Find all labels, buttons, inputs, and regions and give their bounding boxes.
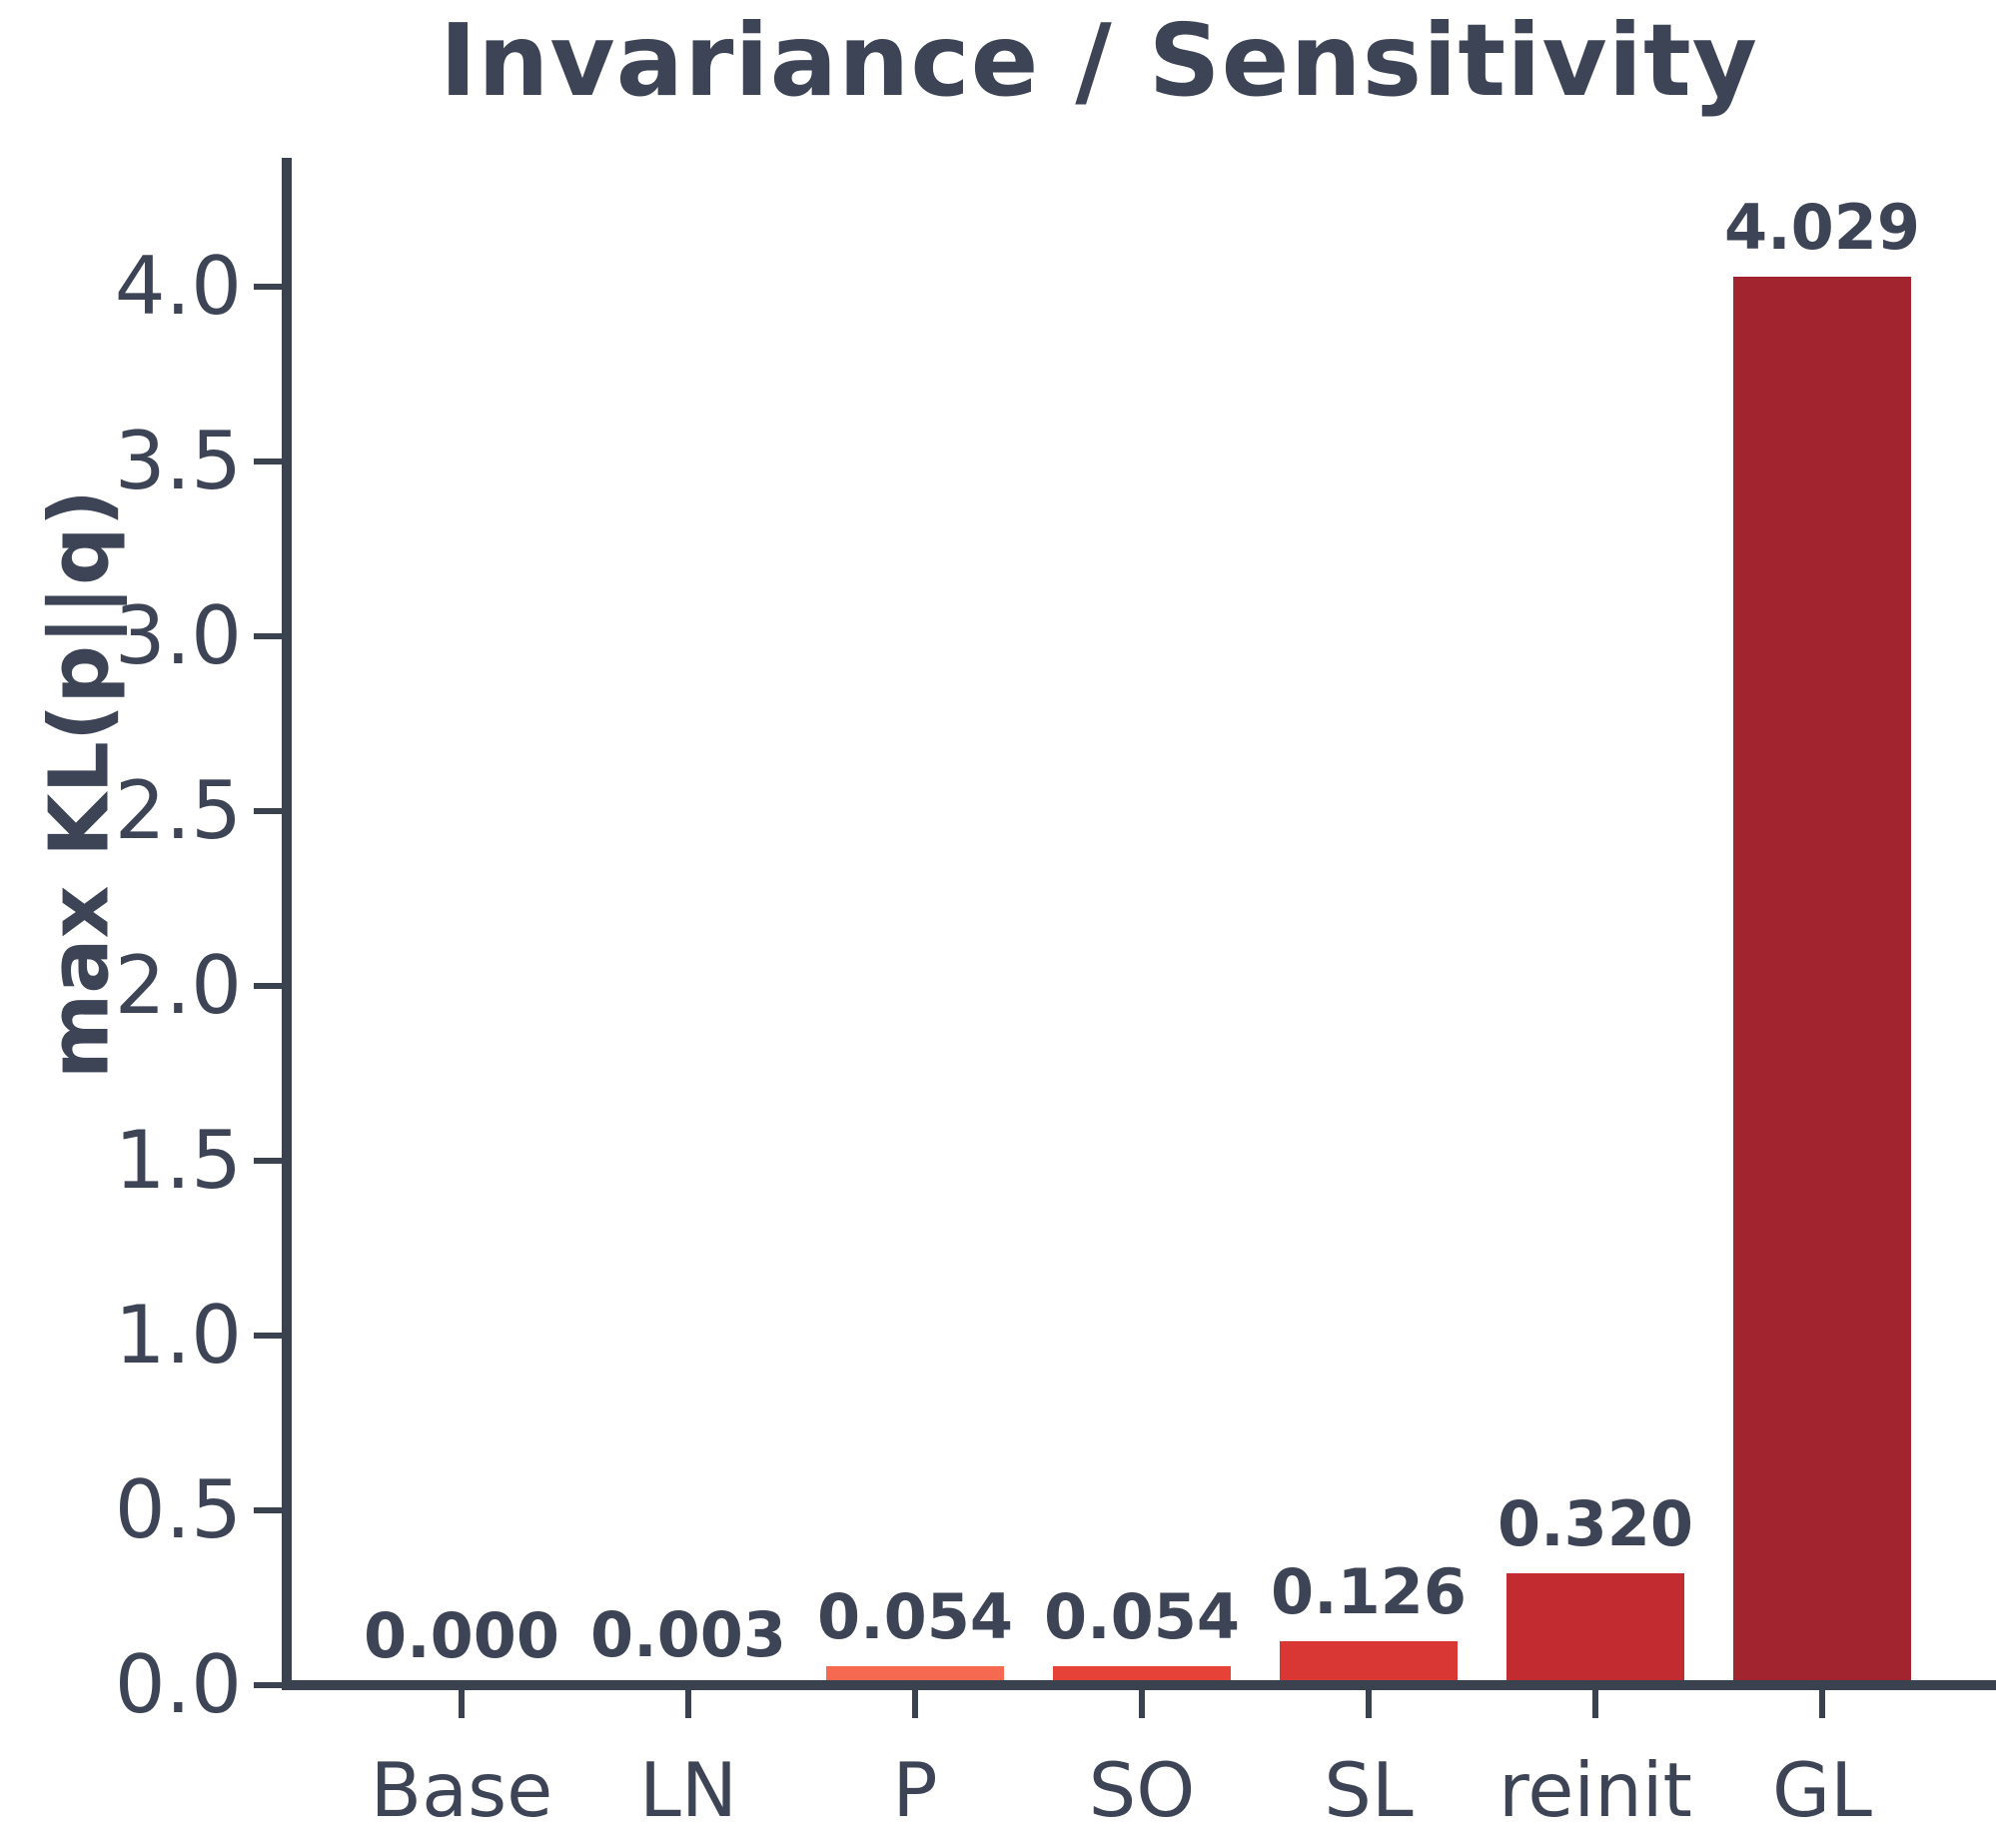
x-tick-mark (1366, 1690, 1372, 1718)
y-tick-mark (254, 459, 282, 464)
bar-sl (1280, 1640, 1458, 1685)
bar-value-label: 0.320 (1497, 1487, 1694, 1560)
y-tick-mark (254, 808, 282, 814)
x-axis-line (282, 1680, 1996, 1690)
x-tick-label-so: SO (1088, 1746, 1196, 1834)
bar-value-label: 0.054 (1043, 1580, 1241, 1654)
y-axis-label: max KL(p||q) (32, 488, 128, 1080)
y-tick-mark (254, 633, 282, 639)
y-tick-label: 2.0 (114, 939, 242, 1032)
y-tick-label: 1.0 (114, 1289, 242, 1382)
y-tick-label: 3.0 (114, 589, 242, 682)
bar-value-label: 0.000 (363, 1599, 560, 1672)
y-axis-spine (282, 158, 292, 1690)
x-tick-label-ln: LN (639, 1746, 737, 1834)
x-tick-mark (1819, 1690, 1825, 1718)
y-tick-mark (254, 983, 282, 989)
x-tick-mark (685, 1690, 691, 1718)
x-tick-mark (459, 1690, 465, 1718)
x-tick-mark (912, 1690, 918, 1718)
bar-value-label: 4.029 (1723, 190, 1921, 264)
x-tick-label-gl: GL (1772, 1746, 1872, 1834)
bar-reinit (1506, 1573, 1684, 1685)
bar-gl (1733, 276, 1911, 1685)
x-tick-label-reinit: reinit (1498, 1746, 1692, 1834)
y-tick-label: 0.5 (114, 1463, 242, 1556)
y-tick-mark (254, 284, 282, 290)
x-tick-mark (1139, 1690, 1145, 1718)
bar-value-label: 0.003 (589, 1597, 787, 1671)
x-tick-label-p: P (892, 1746, 938, 1834)
y-tick-mark (254, 1507, 282, 1513)
y-tick-mark (254, 1158, 282, 1164)
x-tick-mark (1592, 1690, 1598, 1718)
x-tick-label-base: Base (370, 1746, 553, 1834)
bar-value-label: 0.126 (1270, 1554, 1468, 1628)
y-tick-label: 0.0 (114, 1638, 242, 1731)
y-tick-label: 3.5 (114, 415, 242, 507)
y-tick-mark (254, 1682, 282, 1688)
y-tick-label: 4.0 (114, 240, 242, 333)
y-tick-label: 1.5 (114, 1114, 242, 1207)
x-tick-label-sl: SL (1324, 1746, 1414, 1834)
chart-title: Invariance / Sensitivity (440, 2, 1758, 119)
y-tick-mark (254, 1333, 282, 1339)
bar-value-label: 0.054 (816, 1580, 1014, 1654)
y-tick-label: 2.5 (114, 764, 242, 857)
